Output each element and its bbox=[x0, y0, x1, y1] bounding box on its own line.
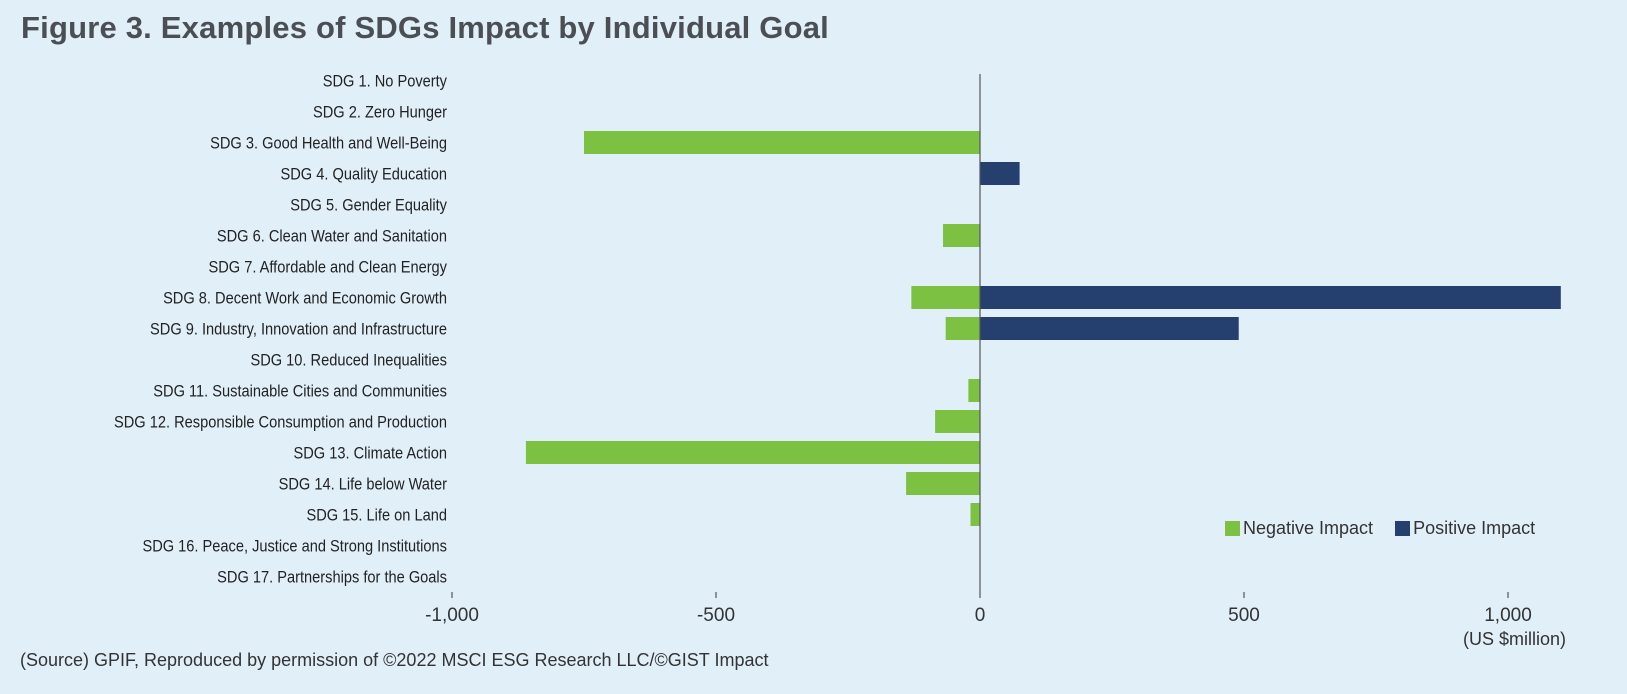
category-label: SDG 12. Responsible Consumption and Prod… bbox=[114, 414, 447, 432]
legend-swatch-negative bbox=[1225, 521, 1240, 536]
category-label: SDG 9. Industry, Innovation and Infrastr… bbox=[150, 321, 447, 339]
x-axis-unit-label: (US $million) bbox=[1463, 629, 1567, 649]
bar-negative bbox=[906, 472, 980, 495]
bar-negative bbox=[935, 410, 980, 433]
category-label: SDG 13. Climate Action bbox=[294, 445, 447, 463]
category-label: SDG 14. Life below Water bbox=[279, 476, 448, 494]
category-label: SDG 16. Peace, Justice and Strong Instit… bbox=[142, 538, 447, 556]
bar-negative bbox=[968, 379, 980, 402]
category-label: SDG 3. Good Health and Well-Being bbox=[210, 135, 447, 153]
category-label: SDG 2. Zero Hunger bbox=[313, 104, 448, 122]
bar-positive bbox=[980, 162, 1020, 185]
category-label: SDG 4. Quality Education bbox=[281, 166, 447, 184]
source-note: (Source) GPIF, Reproduced by permission … bbox=[20, 650, 769, 670]
x-tick-label: -1,000 bbox=[425, 605, 479, 626]
bar-negative bbox=[945, 317, 980, 340]
category-label: SDG 10. Reduced Inequalities bbox=[250, 352, 447, 370]
bar-negative bbox=[525, 441, 980, 464]
x-tick-label: 1,000 bbox=[1484, 605, 1532, 626]
category-label: SDG 15. Life on Land bbox=[306, 507, 447, 525]
bar-negative bbox=[584, 131, 980, 154]
x-tick-label: 0 bbox=[975, 605, 986, 626]
category-label: SDG 11. Sustainable Cities and Communiti… bbox=[153, 383, 447, 401]
x-tick-label: -500 bbox=[697, 605, 735, 626]
bar-positive bbox=[980, 317, 1239, 340]
legend-label-positive: Positive Impact bbox=[1413, 518, 1536, 538]
bar-negative bbox=[970, 503, 980, 526]
legend-label-negative: Negative Impact bbox=[1243, 518, 1374, 538]
bar-negative bbox=[911, 286, 980, 309]
legend: Negative Impact Positive Impact bbox=[1225, 518, 1557, 539]
category-label: SDG 8. Decent Work and Economic Growth bbox=[163, 290, 447, 308]
legend-swatch-positive bbox=[1395, 521, 1411, 536]
bar-positive bbox=[980, 286, 1561, 309]
category-label: SDG 7. Affordable and Clean Energy bbox=[208, 259, 447, 277]
legend-item-positive: Positive Impact bbox=[1395, 518, 1535, 539]
x-tick-label: 500 bbox=[1228, 605, 1260, 626]
legend-item-negative: Negative Impact bbox=[1225, 518, 1373, 539]
category-label: SDG 6. Clean Water and Sanitation bbox=[217, 228, 447, 246]
category-label: SDG 17. Partnerships for the Goals bbox=[217, 569, 447, 587]
category-label: SDG 5. Gender Equality bbox=[290, 197, 447, 215]
category-label: SDG 1. No Poverty bbox=[323, 73, 447, 91]
bar-negative bbox=[943, 224, 980, 247]
chart-title: Figure 3. Examples of SDGs Impact by Ind… bbox=[21, 10, 829, 45]
